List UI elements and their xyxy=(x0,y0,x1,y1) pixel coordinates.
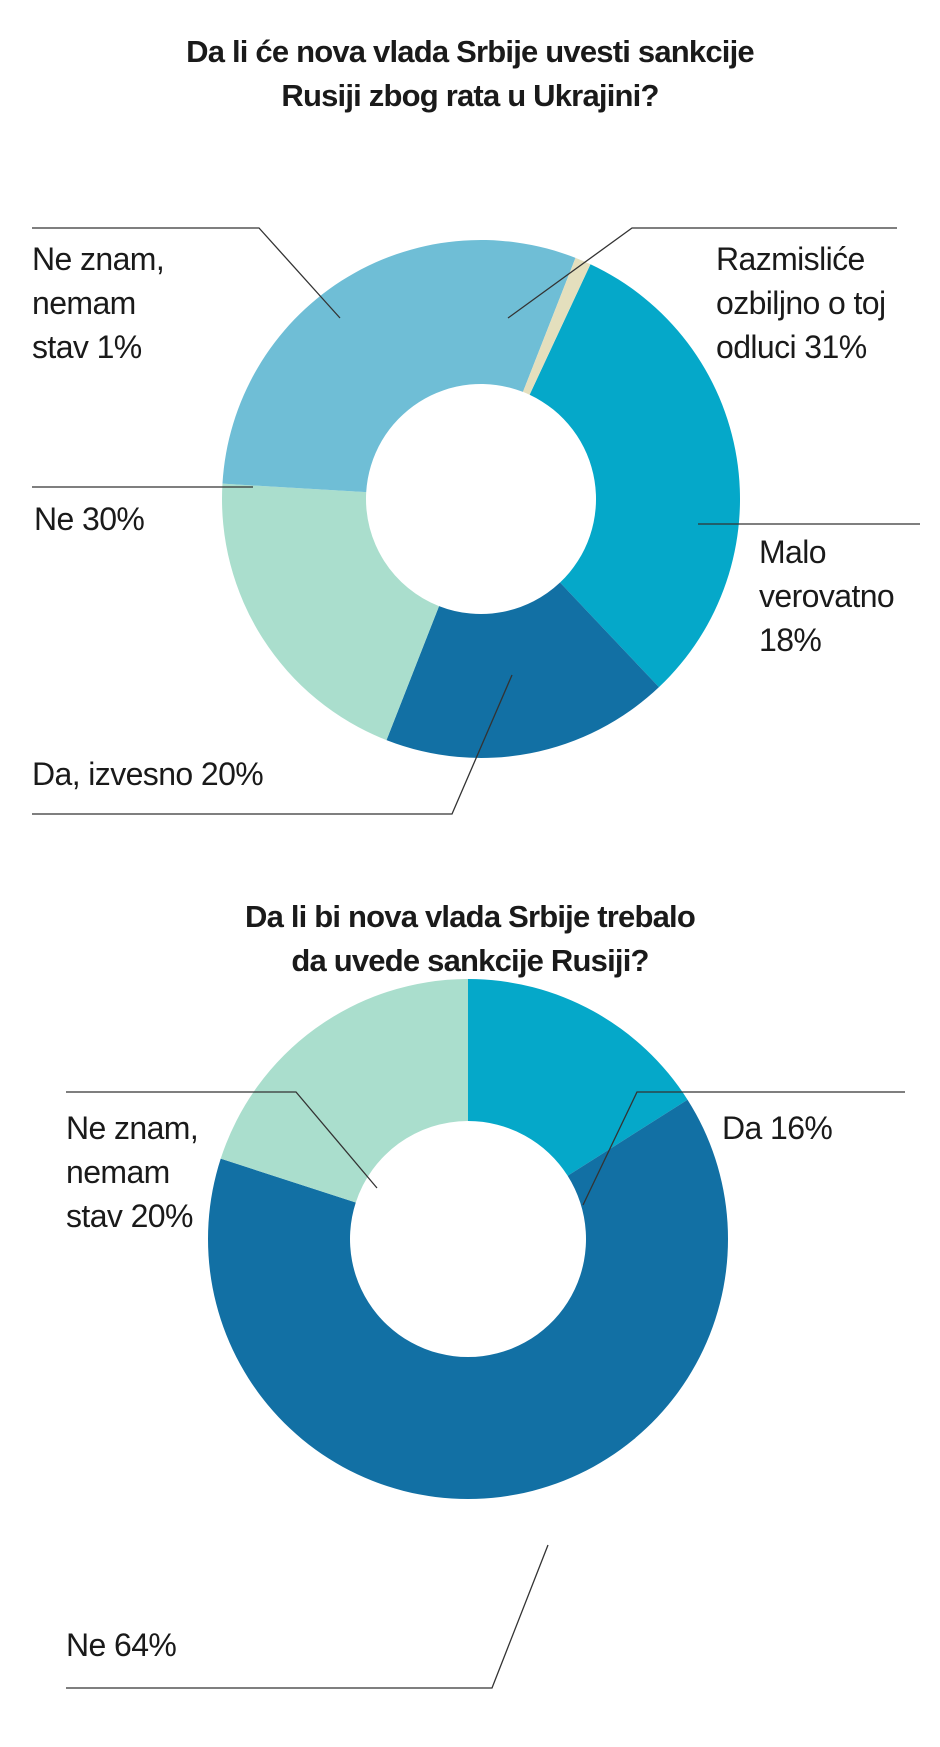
slice-ne xyxy=(222,240,576,493)
chart-1-title-line-2: Rusiji zbog rata u Ukrajini? xyxy=(281,78,659,113)
label-ne-znam-line-2: nemam xyxy=(32,285,136,321)
label-ne-znam-line-3: stav 20% xyxy=(66,1198,193,1234)
label-da: Da 16% xyxy=(722,1106,833,1150)
label-ne-znam-line-2: nemam xyxy=(66,1154,170,1190)
label-da-line-1: Da 16% xyxy=(722,1110,833,1146)
chart-2-title-line-2: da uvede sankcije Rusiji? xyxy=(291,943,649,978)
label-malo-verovatno-line-1: Malo xyxy=(759,534,827,570)
chart-2-donut xyxy=(66,979,905,1689)
slice-ne-znam xyxy=(522,257,591,395)
slice-da xyxy=(468,979,688,1176)
leader-ne-znam xyxy=(66,1091,378,1189)
label-ne-line-1: Ne 30% xyxy=(34,501,145,537)
leader-razmislice xyxy=(507,227,897,319)
label-ne-znam-line-3: stav 1% xyxy=(32,329,142,365)
label-ne: Ne 64% xyxy=(66,1623,177,1667)
label-razmislice-line-1: Razmisliće xyxy=(716,241,865,277)
label-razmislice-line-3: odluci 31% xyxy=(716,329,867,365)
slice-da-izvesno xyxy=(222,483,440,741)
slice-malo-verovatno xyxy=(386,582,659,758)
leader-da xyxy=(582,1091,905,1206)
chart-1-title: Da li će nova vlada Srbije uvesti sankci… xyxy=(0,30,940,118)
label-ne-line-1: Ne 64% xyxy=(66,1627,177,1663)
label-ne-znam-line-1: Ne znam, xyxy=(32,241,165,277)
chart-1-title-line-1: Da li će nova vlada Srbije uvesti sankci… xyxy=(186,34,755,69)
label-da-izvesno: Da, izvesno 20% xyxy=(32,752,264,796)
label-ne-znam: Ne znam, nemam stav 20% xyxy=(66,1106,199,1238)
leader-ne-znam xyxy=(32,227,341,319)
slice-razmislice xyxy=(529,264,740,688)
label-razmislice-line-2: ozbiljno o toj xyxy=(716,285,886,321)
slice-ne-znam xyxy=(220,979,468,1203)
label-ne-znam-line-1: Ne znam, xyxy=(66,1110,199,1146)
label-malo-verovatno-line-3: 18% xyxy=(759,622,822,658)
label-razmislice: Razmisliće ozbiljno o toj odluci 31% xyxy=(716,237,886,369)
leader-ne xyxy=(66,1544,549,1689)
chart-1-donut xyxy=(32,227,920,815)
leader-da-izvesno xyxy=(32,674,513,815)
chart-2-title: Da li bi nova vlada Srbije trebalo da uv… xyxy=(0,895,940,983)
label-malo-verovatno-line-2: verovatno xyxy=(759,578,895,614)
slice-ne xyxy=(208,1099,729,1500)
label-ne-znam: Ne znam, nemam stav 1% xyxy=(32,237,165,369)
label-da-izvesno-line-1: Da, izvesno 20% xyxy=(32,756,264,792)
label-malo-verovatno: Malo verovatno 18% xyxy=(759,530,895,662)
chart-2-title-line-1: Da li bi nova vlada Srbije trebalo xyxy=(244,899,696,934)
chart-1: Da li će nova vlada Srbije uvesti sankci… xyxy=(0,0,940,870)
chart-2: Da li bi nova vlada Srbije trebalo da uv… xyxy=(0,870,940,1747)
label-ne: Ne 30% xyxy=(34,497,145,541)
